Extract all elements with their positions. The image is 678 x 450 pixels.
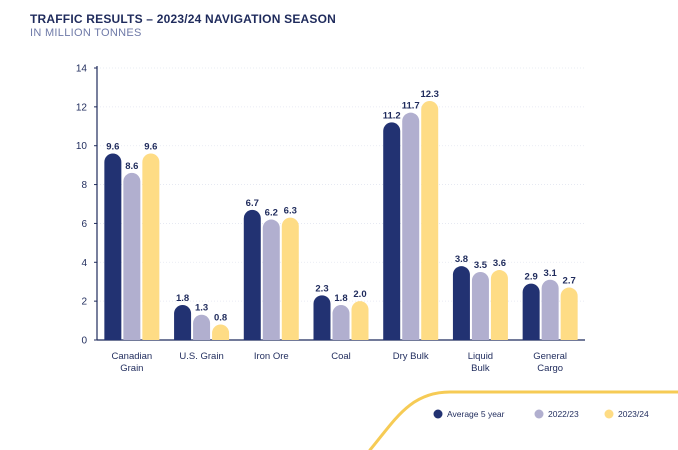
bar — [541, 279, 559, 340]
legend-swatch — [604, 409, 614, 419]
bar — [123, 172, 141, 340]
data-label: 3.5 — [474, 260, 488, 271]
bar — [490, 270, 508, 340]
bar — [351, 301, 369, 340]
bars — [104, 101, 578, 341]
category-label-line: Bulk — [471, 363, 490, 374]
data-label: 8.6 — [125, 161, 138, 172]
bar — [402, 112, 420, 340]
data-label: 11.2 — [383, 110, 401, 121]
bar — [471, 272, 489, 340]
category-label: Iron Ore — [254, 351, 289, 362]
bar — [522, 283, 540, 340]
data-label: 2.7 — [563, 276, 576, 287]
y-tick-label: 8 — [81, 180, 87, 191]
category-label-line: General — [533, 351, 567, 362]
legend-label: 2023/24 — [618, 409, 649, 419]
legend: Average 5 year 2022/23 2023/24 — [433, 409, 649, 419]
data-label: 6.3 — [284, 206, 297, 217]
y-tick-label: 4 — [81, 258, 87, 269]
data-label: 1.8 — [176, 293, 189, 304]
accent-curve — [368, 390, 678, 450]
chart-title: TRAFFIC RESULTS – 2023/24 NAVIGATION SEA… — [30, 12, 336, 26]
bar — [313, 295, 331, 340]
bar — [243, 209, 261, 340]
y-tick-label: 12 — [76, 102, 88, 113]
category-label-line: Iron Ore — [254, 351, 289, 362]
category-label-line: Liquid — [468, 351, 493, 362]
data-label: 3.8 — [455, 254, 468, 265]
y-tick-label: 0 — [81, 336, 87, 347]
data-labels: 9.6 8.6 9.6 1.8 1.3 0.8 6.7 6.2 6.3 2.3 1.8 2.0 11.2… — [106, 89, 576, 323]
category-label: Canadian Grain — [112, 351, 153, 374]
category-label-line: Canadian — [112, 351, 153, 362]
decorative-curve — [368, 390, 678, 450]
y-axis-ticks: 0 2 4 6 8 10 12 14 — [76, 64, 97, 347]
category-label-line: Cargo — [537, 363, 563, 374]
bar — [421, 101, 439, 341]
bar — [452, 266, 470, 340]
data-label: 9.6 — [144, 141, 157, 152]
bar — [174, 305, 192, 340]
legend-label: 2022/23 — [548, 409, 579, 419]
bar — [560, 287, 578, 340]
data-label: 3.6 — [493, 258, 506, 269]
chart-subtitle: IN MILLION TONNES — [30, 27, 142, 39]
y-tick-label: 2 — [81, 297, 87, 308]
data-label: 6.7 — [246, 198, 259, 209]
data-label: 9.6 — [106, 141, 119, 152]
y-tick-label: 10 — [76, 141, 88, 152]
category-label-line: U.S. Grain — [179, 351, 223, 362]
category-labels: Canadian Grain U.S. Grain Iron Ore Coal Dry B… — [112, 351, 568, 374]
bar — [104, 153, 122, 340]
data-label: 6.2 — [265, 208, 278, 219]
bar — [262, 219, 280, 340]
category-label-line: Dry Bulk — [393, 351, 429, 362]
data-label: 2.3 — [315, 283, 328, 294]
data-label: 1.8 — [334, 293, 347, 304]
y-tick-label: 6 — [81, 219, 87, 230]
legend-label: Average 5 year — [447, 409, 505, 419]
bar — [212, 324, 230, 340]
data-label: 1.3 — [195, 303, 208, 314]
category-label-line: Coal — [331, 351, 351, 362]
data-label: 0.8 — [214, 312, 227, 323]
data-label: 2.0 — [353, 289, 366, 300]
data-label: 11.7 — [402, 101, 420, 112]
data-label: 3.1 — [544, 268, 558, 279]
bar — [281, 217, 299, 340]
legend-swatch — [433, 409, 443, 419]
category-label: Coal — [331, 351, 351, 362]
data-label: 12.3 — [420, 89, 439, 100]
bar — [193, 314, 211, 340]
category-label: Dry Bulk — [393, 351, 429, 362]
category-label: Liquid Bulk — [468, 351, 493, 374]
bar — [332, 305, 350, 340]
y-tick-label: 14 — [76, 64, 88, 75]
gridlines — [97, 67, 585, 302]
category-label: General Cargo — [533, 351, 567, 374]
legend-swatch — [534, 409, 544, 419]
bar — [142, 153, 160, 340]
category-label: U.S. Grain — [179, 351, 223, 362]
data-label: 2.9 — [525, 272, 538, 283]
category-label-line: Grain — [120, 363, 143, 374]
bar — [383, 122, 401, 340]
